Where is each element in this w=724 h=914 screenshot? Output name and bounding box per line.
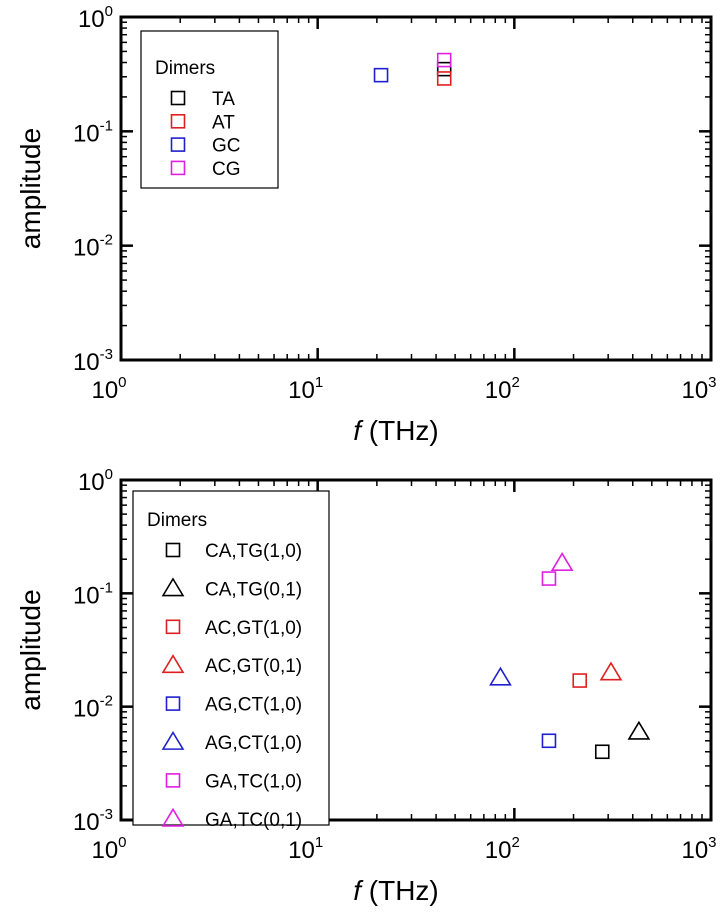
y-tick-label: 10-1 — [73, 117, 113, 147]
x-tick-label: 102 — [485, 374, 520, 404]
data-point — [572, 673, 588, 688]
legend-marker — [161, 807, 185, 827]
data-point — [541, 571, 557, 586]
y-tick-label: 10-2 — [73, 232, 113, 262]
x-tick-label: 103 — [681, 374, 716, 404]
series-5 — [541, 733, 557, 749]
y-axis-label: amplitude — [15, 128, 46, 249]
series-1 — [594, 744, 610, 760]
legend-entry-label: GC — [212, 136, 241, 157]
data-point — [627, 720, 651, 740]
y-axis-label: amplitude — [15, 589, 46, 710]
x-tick-label: 101 — [288, 374, 323, 404]
legend-marker — [170, 114, 186, 129]
legend-entry-label: TA — [212, 89, 235, 110]
legend-entry-label: AC,GT(0,1) — [205, 656, 302, 677]
legend-entry-label: AG,CT(1,0) — [205, 733, 302, 754]
y-tick-label: 100 — [78, 466, 113, 496]
legend-entry-label: GA,TC(0,1) — [205, 810, 302, 831]
series-7 — [541, 571, 557, 586]
data-point — [373, 67, 389, 83]
legend-entry-label: GA,TC(1,0) — [205, 771, 302, 792]
series-8 — [550, 551, 574, 571]
y-tick-label: 10-3 — [73, 346, 113, 376]
y-tick-label: 10-1 — [73, 579, 113, 609]
x-tick-label: 100 — [91, 834, 126, 864]
chart-panel-2: 100 101 102 103 10-3 10-2 10-1 100 f (THz) amplit… — [15, 466, 717, 906]
legend-marker — [170, 137, 186, 152]
data-point — [489, 666, 512, 686]
data-point — [594, 744, 610, 760]
legend-title: Dimers — [147, 510, 207, 531]
legend-marker — [161, 577, 185, 597]
series-6 — [489, 666, 512, 686]
data-point — [436, 52, 452, 68]
series-2 — [436, 71, 452, 86]
legend-marker — [165, 619, 181, 635]
legend-entry-label: CG — [212, 159, 241, 180]
x-axis-label: f (THz) — [353, 415, 439, 446]
series-4 — [599, 661, 623, 681]
legend-title: Dimers — [155, 58, 215, 79]
legend-box — [140, 30, 279, 189]
x-tick-label: 102 — [485, 834, 520, 864]
series-1 — [436, 61, 452, 77]
legend-marker — [170, 160, 186, 176]
x-tick-label: 101 — [288, 834, 323, 864]
chart-panel-1: 100 101 102 103 10-3 10-2 10-1 100 f (THz) amplit… — [15, 3, 717, 446]
series-3 — [373, 67, 389, 83]
x-tick-label: 103 — [681, 834, 716, 864]
legend: Dimers CA,TG(1,0) CA,TG(0,1) AC,GT(1,0) AC,G… — [132, 490, 330, 831]
series-3 — [572, 673, 588, 688]
y-tick-label: 10-2 — [73, 693, 113, 723]
legend-entry-label: AG,CT(1,0) — [205, 695, 302, 716]
legend-marker — [161, 730, 185, 750]
legend-marker — [165, 696, 181, 711]
data-point — [599, 661, 623, 681]
legend-entry-label: CA,TG(1,0) — [205, 541, 302, 562]
x-axis-label: f (THz) — [353, 875, 439, 906]
data-point — [436, 61, 452, 77]
legend-marker — [170, 90, 186, 106]
legend-entry-label: CA,TG(0,1) — [205, 579, 302, 600]
legend-box — [132, 490, 330, 826]
legend-marker — [165, 542, 181, 558]
legend-entry-label: AT — [212, 112, 235, 133]
data-point — [550, 551, 574, 571]
plot-frame — [119, 15, 713, 362]
legend-marker — [161, 654, 185, 674]
series-2 — [627, 720, 651, 740]
y-tick-label: 10-3 — [73, 806, 113, 836]
y-tick-label: 100 — [78, 3, 113, 33]
series-4 — [436, 52, 452, 68]
legend-marker — [165, 773, 181, 788]
legend-entry-label: AC,GT(1,0) — [205, 618, 302, 639]
data-point — [541, 733, 557, 749]
plot-frame — [119, 478, 713, 822]
x-tick-label: 100 — [91, 374, 126, 404]
data-point — [436, 71, 452, 86]
